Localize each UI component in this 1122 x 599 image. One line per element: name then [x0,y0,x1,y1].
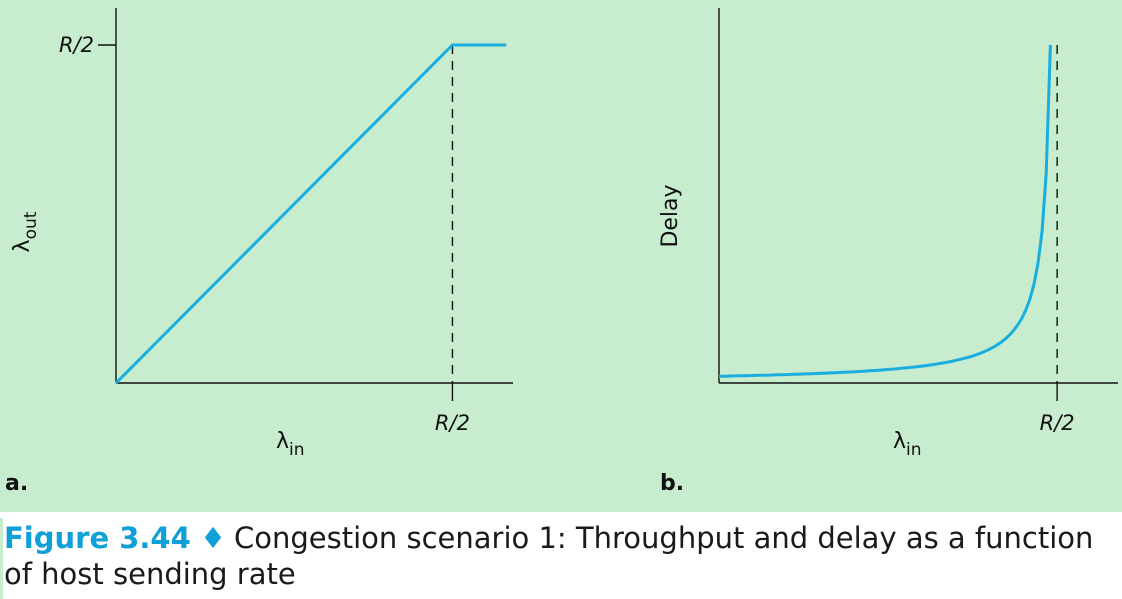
chart-a-y-tick-label: R/2 [59,33,94,57]
figure-svg: R/2 R/2 λin λout a. R/2 λin Delay b. [5,8,1118,496]
chart-b-x-label: λin [893,429,922,460]
figure-caption: Figure 3.44 ♦ Congestion scenario 1: Thro… [0,512,1122,599]
chart-a-panel-label: a. [5,471,28,496]
figure-label: Figure 3.44 [4,521,191,555]
caption-accent-bar [0,518,3,599]
chart-a-x-label: λin [276,429,305,460]
chart-b-y-label: Delay [658,184,683,247]
chart-a-series-line [114,43,507,385]
chart-b: R/2 λin Delay b. [658,8,1118,496]
figure-panel: R/2 R/2 λin λout a. R/2 λin Delay b. [0,0,1122,512]
diamond-icon: ♦ [200,521,226,555]
chart-b-series-line [719,44,1052,378]
chart-a: R/2 R/2 λin λout a. [5,8,513,496]
chart-a-y-label: λout [10,211,41,252]
chart-b-x-tick-label: R/2 [1040,411,1075,435]
chart-b-panel-label: b. [660,471,684,496]
caption-text: Figure 3.44 ♦ Congestion scenario 1: Thro… [4,520,1120,592]
chart-a-x-tick-label: R/2 [435,411,470,435]
caption-body: Congestion scenario 1: Throughput and de… [4,521,1094,591]
